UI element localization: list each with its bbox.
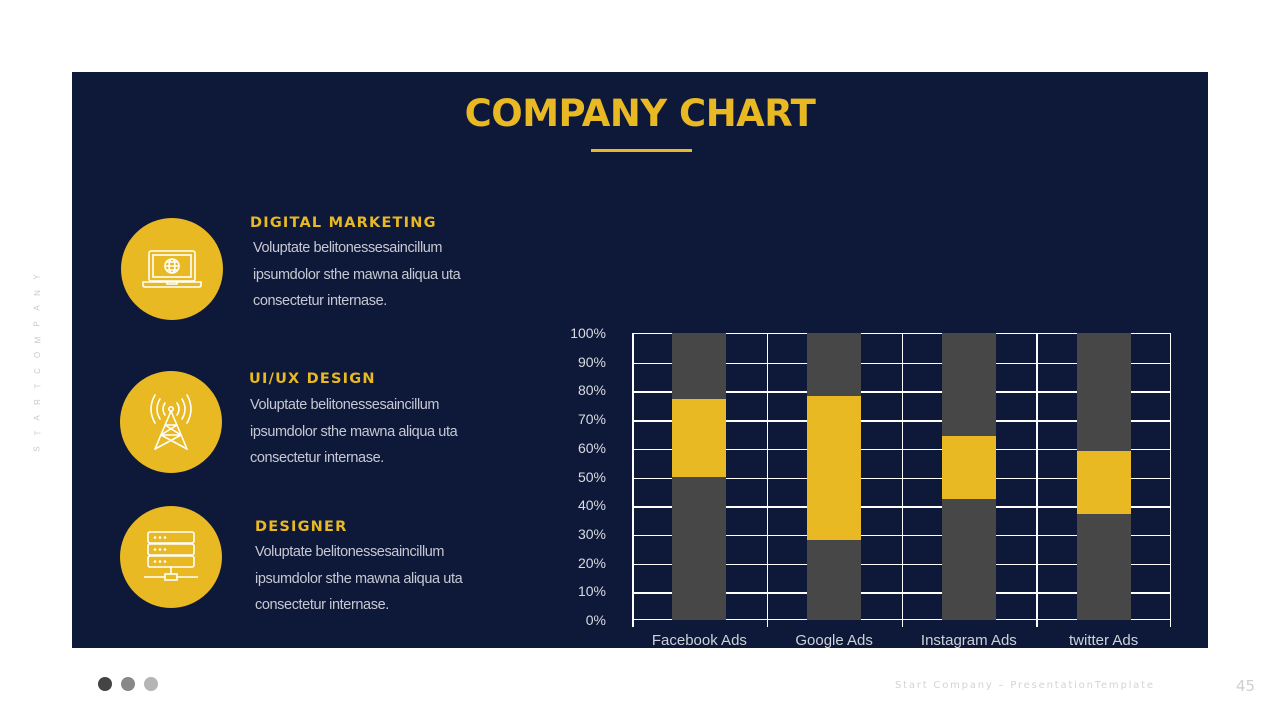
bar-segment [807,333,862,397]
feature-heading: UI/UX DESIGN [249,371,376,387]
bar-segment [1076,513,1131,620]
bar-segment [1076,450,1131,514]
description-line: Voluptate belitonessesaincillum [250,397,440,413]
title-underline [591,149,692,152]
y-tick-label: 100% [570,325,606,341]
feature-description: Voluptate belitonessesaincillum ipsumdol… [255,539,495,619]
slide-nav-dots [98,677,158,691]
bar-segment [941,436,996,500]
y-tick-label: 70% [577,411,606,428]
side-label-letter: S [33,446,42,452]
description-line: ipsumdolor sthe mawna aliqua uta [250,423,458,440]
side-label-letter: A [33,305,42,311]
h-gridline [632,362,1170,365]
plot-area [632,333,1171,627]
side-label-letter: T [32,383,42,389]
server-network-icon [144,531,198,581]
y-tick-label: 50% [577,468,606,485]
page-title: COMPANY CHART [464,92,816,135]
h-gridline [632,592,1170,594]
y-tick-label: 0% [585,612,606,628]
side-label-letter: A [33,414,42,421]
h-gridline [632,534,1170,537]
side-label-letter: R [33,399,42,405]
laptop-globe-icon [142,250,202,288]
x-axis-line [632,618,1170,620]
bar-segment [672,333,727,400]
nav-dot [98,677,112,691]
h-gridline [632,563,1170,566]
h-gridline [632,506,1170,508]
feature-heading: DIGITAL MARKETING [250,215,437,231]
h-gridline [632,477,1170,479]
y-tick-label: 40% [577,497,606,514]
description-line: Voluptate belitonessesaincillum [255,544,445,560]
bar-segment [807,396,862,540]
feature-description: Voluptate belitonessesaincillum ipsumdol… [250,392,490,472]
feature-description: Voluptate belitonessesaincillum ipsumdol… [253,235,493,315]
bar-segment [941,499,996,620]
bar-twitter-ads [1076,333,1131,620]
feature-icon-circle [121,218,223,320]
description-line: Voluptate belitonessesaincillum [253,240,443,256]
y-tick-label: 20% [577,554,606,571]
y-tick-label: 60% [577,439,606,456]
description-line: consectetur internase. [253,293,387,309]
nav-dot [121,677,135,691]
h-gridline [632,420,1170,422]
bar-segment [672,476,727,620]
nav-dot [144,677,158,691]
x-tick-label: Instagram Ads [920,632,1017,649]
feature-icon-circle [120,371,222,473]
x-tick-label: Google Ads [795,632,873,649]
side-label-letter: M [32,336,42,343]
v-gridline [901,334,903,627]
v-gridline [632,334,634,627]
h-gridline [632,448,1170,451]
feature-heading: DESIGNER [255,519,348,535]
bar-segment [941,333,996,437]
x-tick-label: twitter Ads [1069,632,1139,649]
y-tick-label: 80% [577,382,606,399]
radio-tower-icon [150,394,192,450]
feature-icon-circle [120,506,222,608]
h-gridline [632,391,1170,393]
v-gridline [766,334,769,627]
side-label-letter: T [32,430,42,436]
side-label-letter: N [33,289,42,296]
bar-instagram-ads [941,333,996,620]
content-panel: COMPANY CHART DIGITAL MARKETING Voluptat… [72,72,1208,649]
side-label-letter: C [33,367,42,374]
side-label-letter: O [32,352,42,359]
y-tick-label: 90% [577,353,606,370]
side-label-letter: Y [33,274,42,280]
page-number: 45 [1236,677,1256,695]
x-tick-label: Facebook Ads [651,632,747,649]
bar-google-ads [807,333,862,620]
v-gridline [1169,334,1171,627]
description-line: ipsumdolor sthe mawna aliqua uta [253,266,461,283]
y-tick-label: 30% [577,525,606,542]
bar-segment [1076,333,1131,451]
description-line: consectetur internase. [255,597,389,613]
bar-facebook-ads [672,333,727,620]
bar-segment [807,539,862,620]
stacked-bar-chart: 0% 10% 20% 30% 40% 50% 60% 70% 80% 90% 100% Facebo… [562,252,1182,649]
bar-segment [672,399,727,477]
footer-text: Start Company – PresentationTemplate [895,680,1155,691]
y-tick-label: 10% [577,583,606,600]
description-line: consectetur internase. [250,450,384,466]
description-line: ipsumdolor sthe mawna aliqua uta [255,570,463,587]
side-brand-label: S T A R T C O M P A N Y [33,272,45,454]
side-label-letter: P [33,321,42,327]
v-gridline [1036,334,1038,627]
